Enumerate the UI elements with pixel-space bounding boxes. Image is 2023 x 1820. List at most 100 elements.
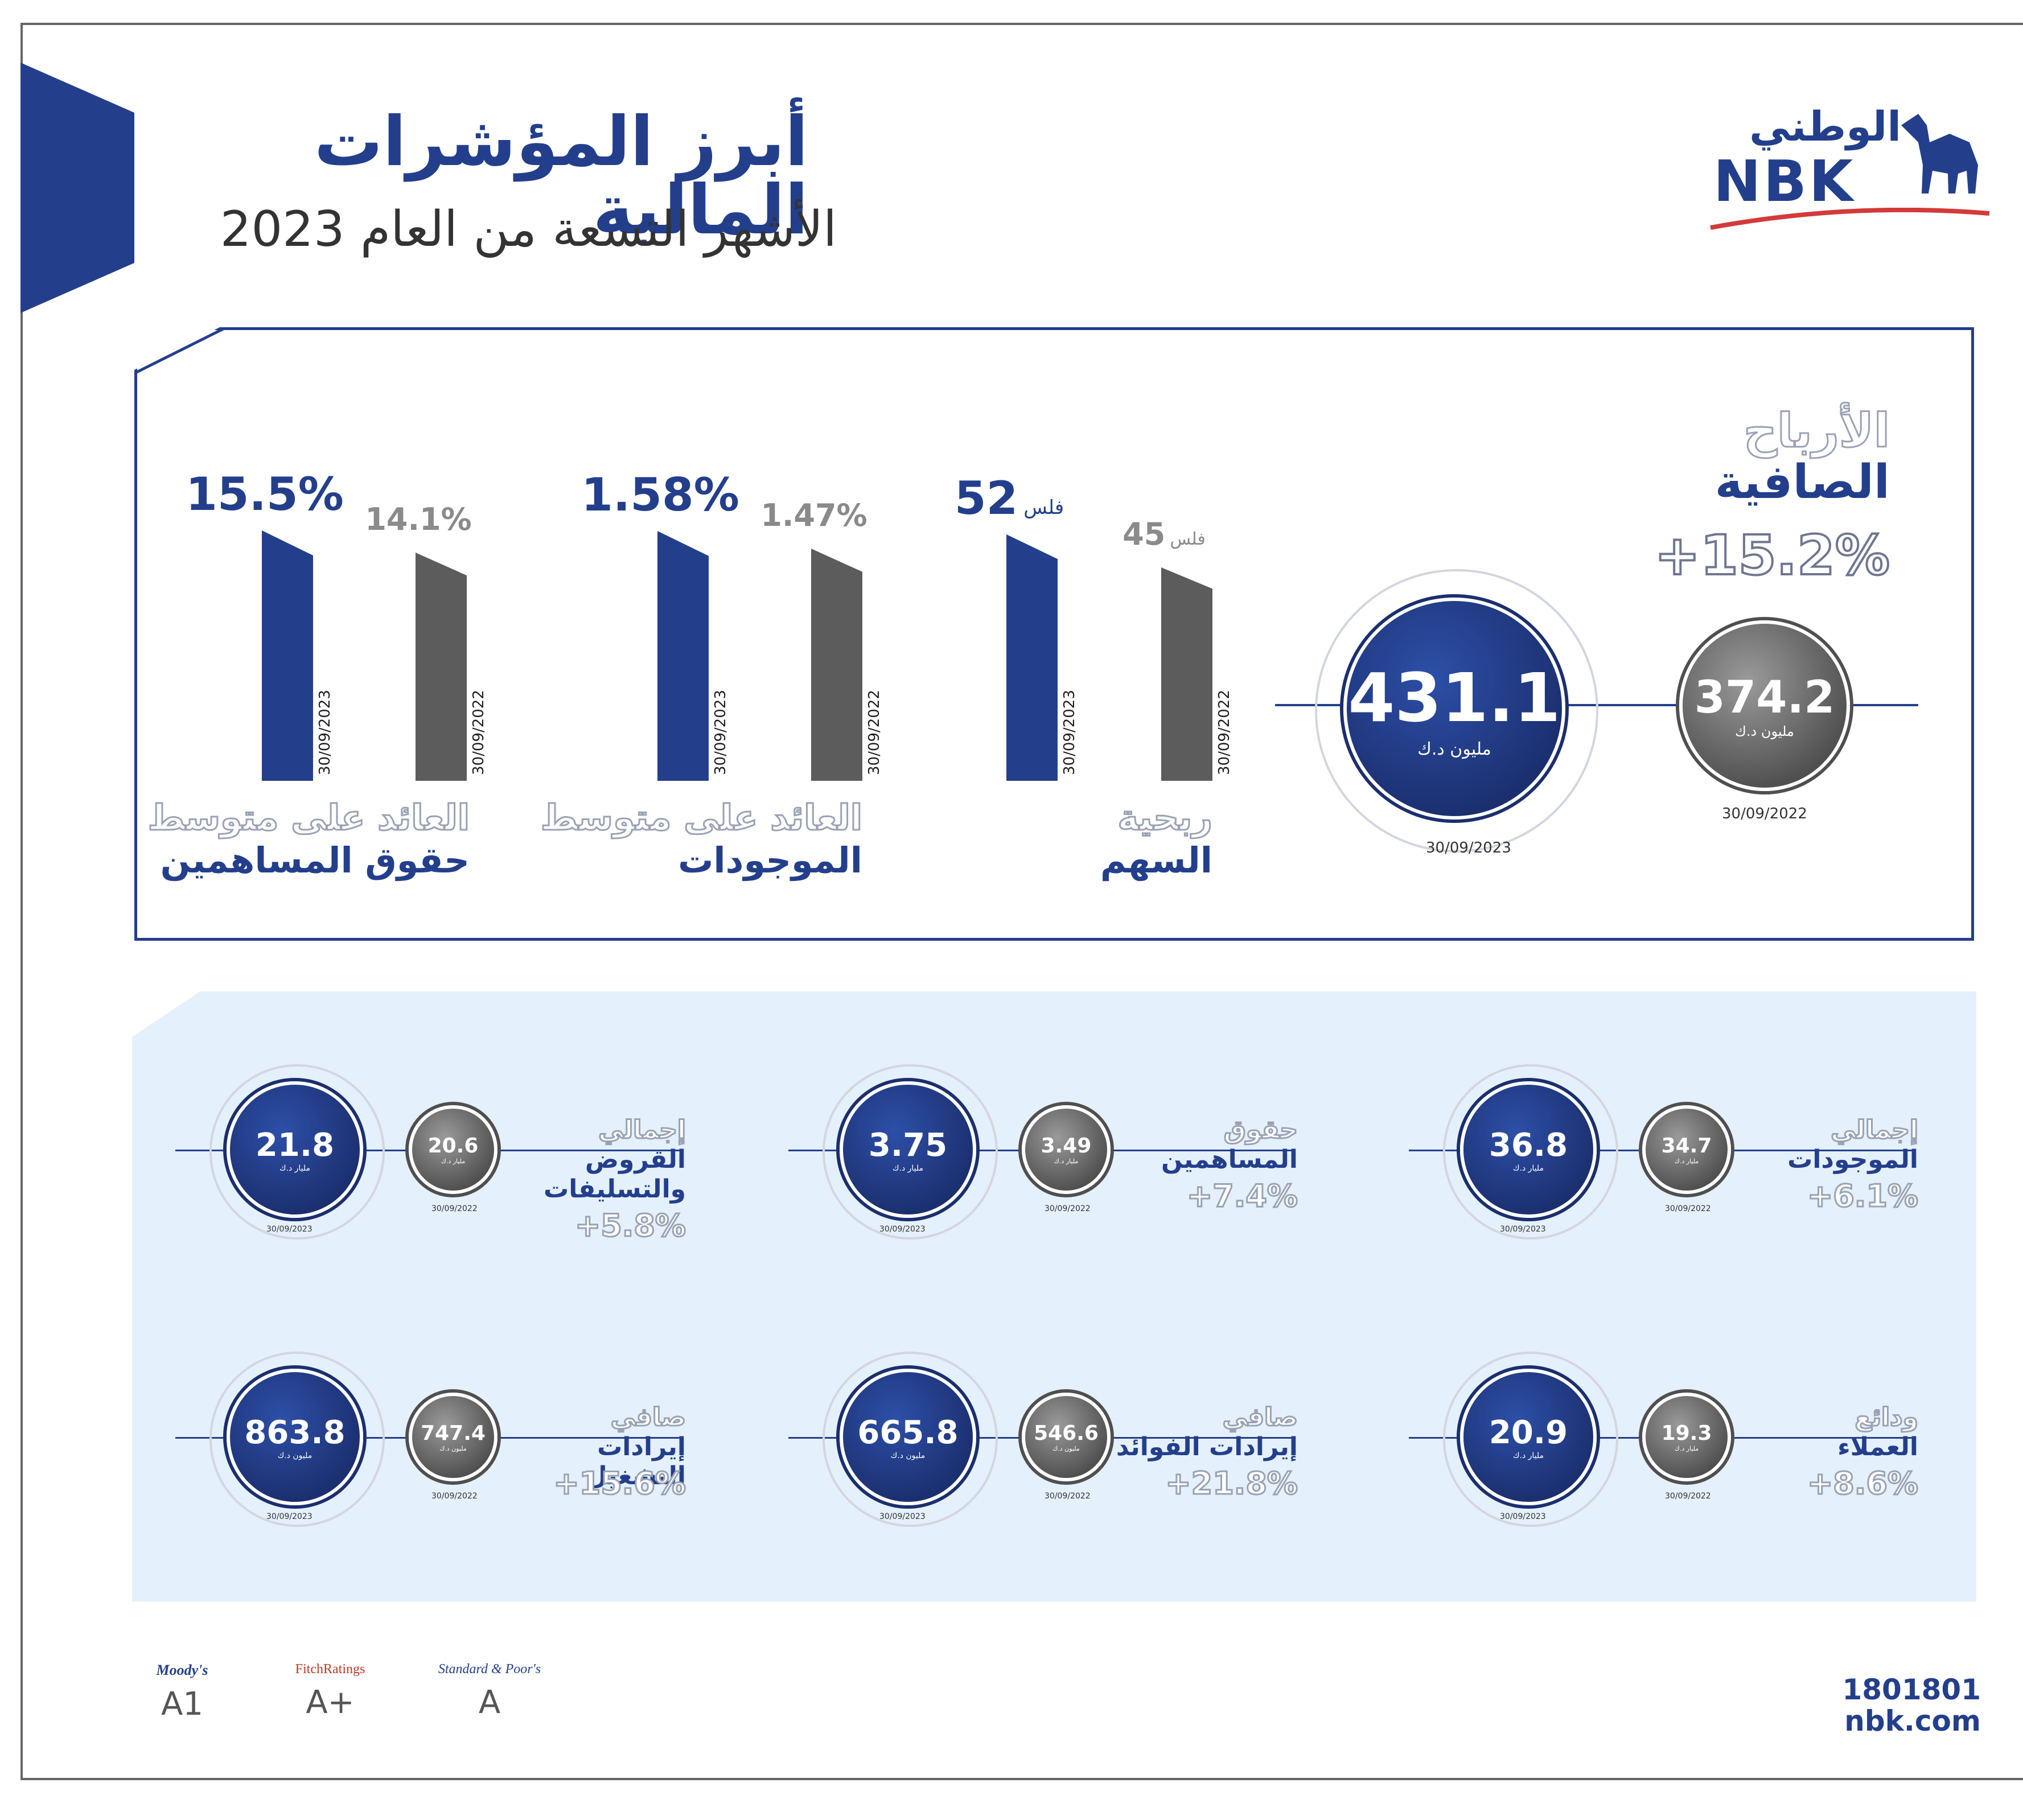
bar-2-current-label: 15.5% <box>171 468 359 521</box>
net-profit-growth: +15.2% <box>1654 522 1891 588</box>
net-profit-prior-date: 30/09/2022 <box>1722 805 1807 822</box>
bar-2-label-line2: حقوق المساهمين <box>160 839 470 881</box>
bar-0-prior-value: 45 <box>1122 516 1166 552</box>
kpi-2-halo <box>209 1064 385 1240</box>
page-title: أبرز المؤشرات المالية <box>314 102 808 250</box>
kpi-1-line1: حقوق <box>1223 1115 1298 1146</box>
kpi-3-current-date: 30/09/2023 <box>1500 1512 1546 1521</box>
footer-phone[interactable]: 1801801 <box>1842 1673 1981 1706</box>
kpi-3-prior-value: 19.3 <box>1661 1422 1712 1445</box>
kpi-2-prior-circle: 20.6 مليار د.ك <box>409 1105 497 1194</box>
kpi-5-halo <box>209 1352 385 1527</box>
kpi-4-current-circle: 665.8 مليون د.ك <box>840 1369 976 1505</box>
kpi-5-current-unit: مليون د.ك <box>277 1451 313 1460</box>
kpi-2-prior-unit: مليار د.ك <box>441 1158 466 1165</box>
bar-2-current <box>262 530 313 781</box>
kpi-0-current-value: 36.8 <box>1489 1126 1568 1164</box>
bar-2-current-value: 15.5% <box>186 468 344 521</box>
net-profit-prior-value: 374.2 <box>1694 672 1835 723</box>
bar-0-label-line2: السهم <box>1100 839 1212 881</box>
kpi-2-line1: إجمالي <box>598 1115 687 1146</box>
kpi-4-line2: إيرادات الفوائد <box>1116 1432 1298 1461</box>
kpi-4-prior-circle: 546.6 مليون د.ك <box>1022 1393 1111 1481</box>
bar-0-prior-suffix: فلس <box>1170 529 1206 549</box>
kpi-4-current-unit: مليون د.ك <box>890 1451 926 1460</box>
kpi-3-prior-unit: مليار د.ك <box>1674 1445 1699 1452</box>
kpi-0-growth: +6.1% <box>1806 1177 1919 1215</box>
bar-1-prior <box>811 549 862 781</box>
rating-sp: Standard & Poor's A <box>416 1662 564 1721</box>
bar-2-prior-date: 30/09/2022 <box>470 690 487 775</box>
kpi-3-line1: ودائع <box>1854 1402 1919 1433</box>
kpi-2-current-value: 21.8 <box>255 1126 335 1164</box>
footer-website[interactable]: nbk.com <box>1844 1704 1981 1737</box>
logo-arabic: الوطني <box>1749 102 1901 150</box>
kpi-0-line1: إجمالي <box>1830 1115 1919 1146</box>
kpi-3-halo <box>1443 1352 1618 1527</box>
kpi-0-prior-date: 30/09/2022 <box>1665 1204 1711 1213</box>
kpi-1-prior-value: 3.49 <box>1041 1134 1092 1158</box>
bar-0-label-line1: ربحية <box>1117 796 1214 839</box>
bar-0-current-date: 30/09/2023 <box>1061 690 1078 775</box>
net-profit-current-circle: 431.1 مليون د.ك <box>1343 598 1565 820</box>
bar-1-prior-date: 30/09/2022 <box>866 690 883 775</box>
kpi-5-prior-circle: 747.4 مليون د.ك <box>409 1393 497 1481</box>
kpi-3-current-value: 20.9 <box>1489 1414 1568 1451</box>
top-panel <box>134 327 1974 941</box>
kpi-3-growth: +8.6% <box>1806 1465 1919 1502</box>
kpi-0-current-circle: 36.8 مليار د.ك <box>1460 1081 1597 1218</box>
bar-1-current-label: 1.58% <box>566 468 754 521</box>
ratings: Moody's A1 FitchRatings A+ Standard & Po… <box>131 1662 586 1747</box>
bar-0-current-suffix: فلس <box>1023 496 1064 519</box>
bar-2-prior <box>416 553 467 781</box>
rating-moodys: Moody's A1 <box>131 1662 233 1723</box>
sp-logo: Standard & Poor's <box>438 1662 541 1677</box>
bar-1-prior-value: 1.47% <box>760 497 867 533</box>
net-profit-current-date: 30/09/2023 <box>1426 839 1511 857</box>
kpi-0-prior-circle: 34.7 مليار د.ك <box>1642 1105 1731 1194</box>
moodys-rating: A1 <box>161 1686 203 1723</box>
kpi-0-current-unit: مليار د.ك <box>1512 1163 1544 1173</box>
kpi-4-line1: صافي <box>1222 1402 1298 1433</box>
rating-fitch: FitchRatings A+ <box>279 1662 381 1721</box>
kpi-3-prior-date: 30/09/2022 <box>1665 1492 1711 1501</box>
kpi-5-current-date: 30/09/2023 <box>266 1512 313 1521</box>
bar-2-prior-label: 14.1% <box>324 501 512 537</box>
net-profit-halo <box>1315 569 1598 853</box>
net-profit-current-value: 431.1 <box>1348 658 1561 737</box>
kpi-4-prior-value: 546.6 <box>1034 1422 1099 1445</box>
kpi-2-current-circle: 21.8 مليار د.ك <box>227 1081 363 1218</box>
kpi-4-growth: +21.8% <box>1165 1465 1299 1502</box>
kpi-3-current-unit: مليار د.ك <box>1512 1451 1544 1460</box>
bar-2-prior-value: 14.1% <box>365 501 472 537</box>
bar-0-prior-date: 30/09/2022 <box>1216 690 1233 775</box>
fitch-logo: FitchRatings <box>295 1662 365 1677</box>
kpi-3-current-circle: 20.9 مليار د.ك <box>1460 1369 1597 1505</box>
kpi-1-current-unit: مليار د.ك <box>892 1163 924 1173</box>
kpi-5-line2: إيرادات التشغيل <box>585 1432 686 1490</box>
kpi-2-line3: والتسليفات <box>543 1175 686 1204</box>
kpi-1-growth: +7.4% <box>1186 1177 1298 1215</box>
bar-0-current-label: فلس52 <box>915 472 1103 525</box>
bar-0-current-value: 52 <box>954 472 1018 525</box>
bar-0-prior <box>1161 567 1212 781</box>
camel-icon <box>1901 114 1978 193</box>
kpi-0-halo <box>1443 1064 1618 1240</box>
net-profit-current-unit: مليون د.ك <box>1417 739 1491 759</box>
kpi-5-growth: +15.6% <box>553 1465 687 1502</box>
kpi-2-prior-date: 30/09/2022 <box>431 1204 478 1213</box>
kpi-0-prior-unit: مليار د.ك <box>1674 1158 1699 1165</box>
kpi-0-current-date: 30/09/2023 <box>1500 1225 1546 1234</box>
kpi-2-current-date: 30/09/2023 <box>266 1225 313 1234</box>
kpi-1-prior-circle: 3.49 مليار د.ك <box>1022 1105 1111 1194</box>
kpi-1-current-circle: 3.75 مليار د.ك <box>840 1081 976 1218</box>
net-profit-prior-unit: مليون د.ك <box>1735 723 1794 739</box>
kpi-4-halo <box>823 1352 998 1527</box>
net-profit-label-2: الصافية <box>1714 455 1890 509</box>
kpi-5-current-circle: 863.8 مليون د.ك <box>227 1369 363 1505</box>
kpi-4-prior-date: 30/09/2022 <box>1045 1492 1091 1501</box>
kpi-4-prior-unit: مليون د.ك <box>1052 1445 1080 1452</box>
kpi-panel <box>132 991 1976 1601</box>
kpi-1-prior-date: 30/09/2022 <box>1045 1204 1091 1213</box>
kpi-2-current-unit: مليار د.ك <box>279 1163 311 1173</box>
